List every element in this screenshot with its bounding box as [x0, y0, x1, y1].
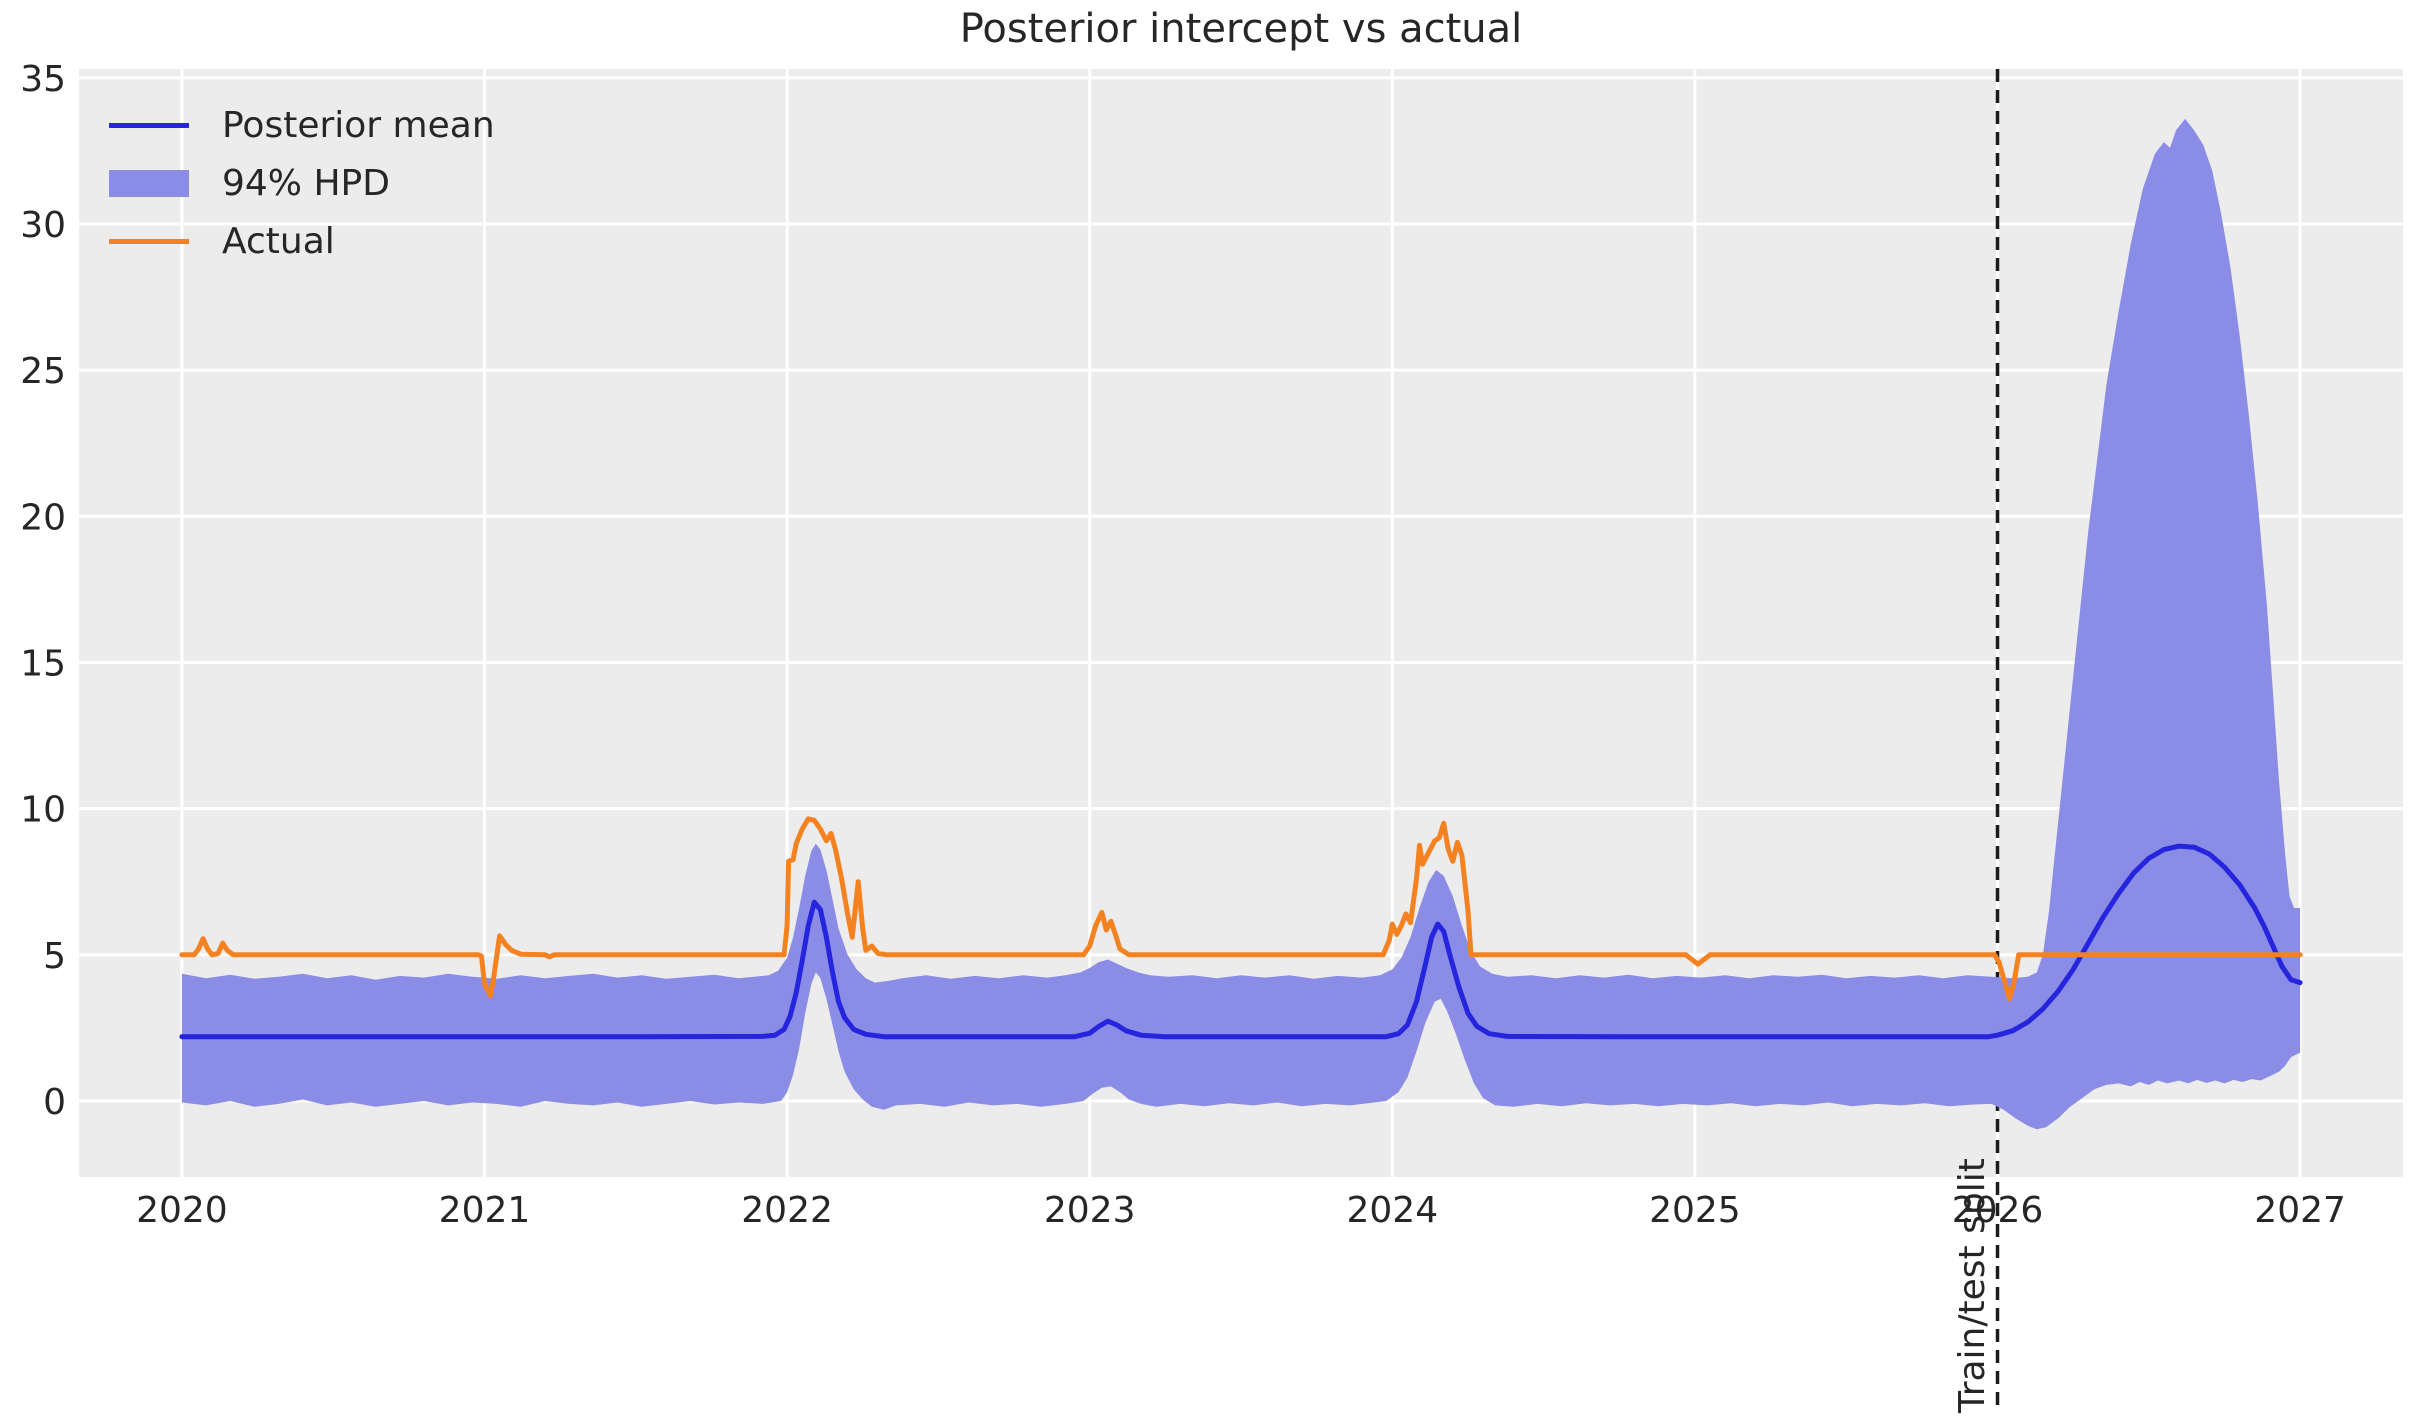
- legend-item-hpd: 94% HPD: [109, 154, 495, 212]
- y-tick-label: 10: [20, 790, 66, 831]
- hpd-band-swatch: [109, 169, 189, 197]
- hpd-band: [181, 118, 2301, 1130]
- y-tick-label: 20: [20, 497, 66, 538]
- posterior-mean-line: [179, 843, 2303, 1040]
- x-tick-label: 2027: [2254, 1190, 2346, 1231]
- y-tick-label: 5: [43, 936, 66, 977]
- y-tick-label: 30: [20, 205, 66, 246]
- x-tick-label: 2023: [1044, 1190, 1136, 1231]
- y-tick-label: 0: [43, 1082, 66, 1123]
- train-test-split-label: Train/test split: [1952, 1158, 1993, 1413]
- actual-line: [179, 816, 2303, 1002]
- y-tick-label: 25: [20, 351, 66, 392]
- legend-item-actual: Actual: [109, 212, 495, 270]
- legend-label: Actual: [222, 220, 335, 262]
- x-tick-label: 2020: [136, 1190, 228, 1231]
- x-tick-label: 2026: [1952, 1190, 2044, 1231]
- legend-item-posterior-mean: Posterior mean: [109, 96, 495, 154]
- x-tick-label: 2022: [741, 1190, 833, 1231]
- legend-label: 94% HPD: [222, 162, 390, 204]
- chart-title: Posterior intercept vs actual: [959, 6, 1523, 52]
- x-tick-label: 2021: [439, 1190, 531, 1231]
- legend: Posterior mean 94% HPD Actual: [109, 96, 495, 270]
- y-tick-label: 15: [20, 643, 66, 684]
- x-tick-label: 2025: [1649, 1190, 1741, 1231]
- y-tick-label: 35: [20, 59, 66, 100]
- actual-line-swatch: [109, 238, 189, 244]
- legend-label: Posterior mean: [222, 104, 495, 146]
- posterior-mean-line-swatch: [109, 122, 189, 128]
- x-tick-label: 2024: [1346, 1190, 1438, 1231]
